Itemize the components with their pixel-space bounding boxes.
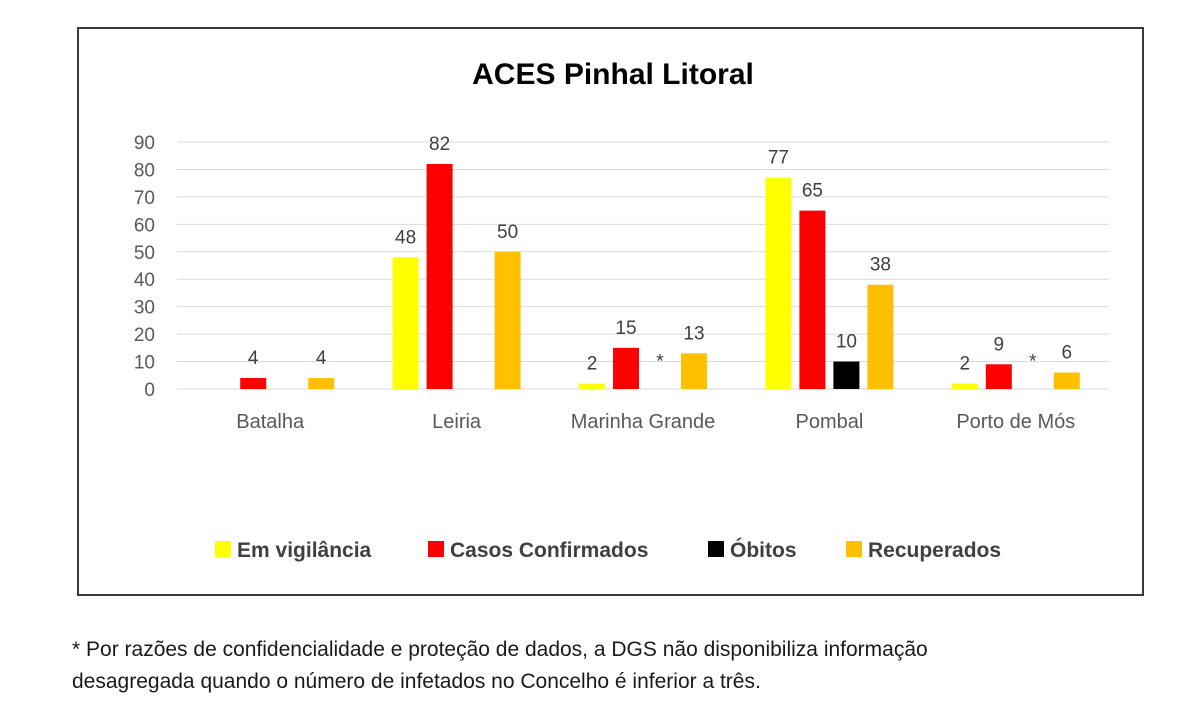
bar [392, 257, 419, 389]
data-label: 2 [587, 354, 598, 375]
footnote-line-1: * Por razões de confidencialidade e prot… [72, 638, 928, 661]
x-tick-label: Pombal [795, 411, 863, 433]
y-tick-label: 60 [134, 215, 155, 236]
data-label: 77 [768, 148, 789, 169]
data-label: 65 [802, 181, 823, 202]
y-tick-label: 90 [134, 133, 155, 154]
y-tick-label: 20 [134, 325, 155, 346]
legend-swatch [215, 541, 231, 557]
y-tick-label: 0 [144, 380, 155, 401]
bar [240, 378, 267, 389]
y-tick-label: 70 [134, 188, 155, 209]
bar [765, 177, 792, 389]
data-label: 82 [429, 134, 450, 155]
legend: Em vigilância Casos Confirmados Óbitos Recu… [215, 538, 1001, 562]
bar [494, 251, 521, 389]
bar [951, 383, 978, 389]
bar [799, 210, 826, 389]
bars [240, 163, 1080, 389]
annotation-label: * [1029, 352, 1037, 373]
legend-swatch [708, 541, 724, 557]
bar [833, 361, 860, 389]
data-label: 9 [994, 334, 1005, 355]
bar [613, 347, 639, 389]
footnote: * Por razões de confidencialidade e prot… [72, 634, 1172, 698]
legend-swatch [846, 541, 862, 557]
y-tick-label: 30 [134, 298, 155, 319]
y-axis-ticks: 0 10 20 30 40 50 60 70 80 90 [134, 133, 155, 401]
legend-label: Óbitos [730, 538, 797, 562]
legend-label: Casos Confirmados [450, 539, 648, 562]
bar [426, 163, 453, 389]
bar [579, 383, 605, 389]
data-label: 15 [615, 318, 636, 339]
y-tick-label: 80 [134, 160, 155, 181]
bar [985, 364, 1012, 389]
chart-title: ACES Pinhal Litoral [472, 58, 754, 91]
bar [867, 284, 894, 389]
legend-swatch [428, 541, 444, 557]
data-label: 38 [870, 255, 891, 276]
bar-chart: ACES Pinhal Litoral 0102030405060708090 … [134, 58, 1109, 562]
data-label: 2 [960, 354, 971, 375]
data-label: 13 [683, 323, 704, 344]
bar [681, 353, 707, 389]
footnote-line-2: desagregada quando o número de infetados… [72, 670, 761, 693]
x-tick-label: Batalha [236, 411, 305, 433]
annotation-label: * [656, 352, 664, 373]
legend-label: Em vigilância [237, 539, 372, 562]
bar [1053, 372, 1080, 389]
chart-frame: ACES Pinhal Litoral 0 10 20 30 40 50 60 70 80 90 … [77, 27, 1144, 596]
data-label: 6 [1062, 343, 1073, 364]
y-tick-label: 40 [134, 270, 155, 291]
data-label: 48 [395, 227, 416, 248]
y-tick-label: 10 [134, 353, 155, 374]
x-tick-label: Porto de Mós [956, 411, 1075, 433]
x-tick-label: Leiria [432, 411, 482, 433]
x-axis-categories: Batalha Leiria Marinha Grande Pombal Porto d… [236, 411, 1075, 433]
data-label: 4 [316, 348, 327, 369]
legend-label: Recuperados [868, 539, 1001, 562]
y-tick-label: 50 [134, 243, 155, 264]
data-label: 50 [497, 222, 518, 243]
data-label: 4 [248, 348, 259, 369]
x-tick-label: Marinha Grande [571, 411, 716, 433]
bar [308, 378, 335, 389]
data-label: 10 [836, 332, 857, 353]
